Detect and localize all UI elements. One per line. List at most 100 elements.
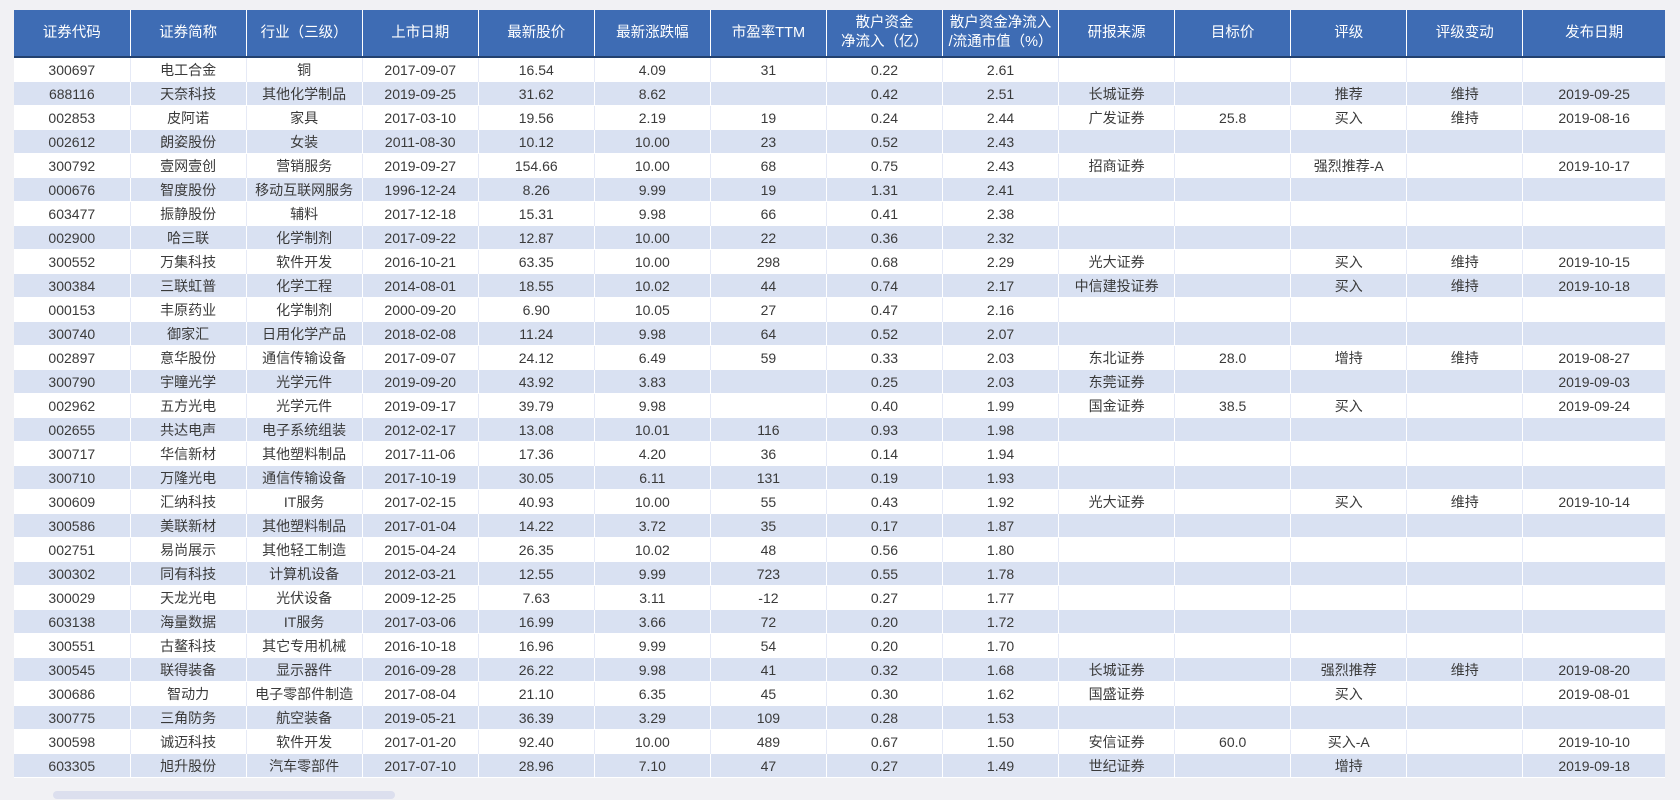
table-row[interactable]: 603305 旭升股份 汽车零部件 2017-07-10 28.96 7.10 47 0.27… <box>14 753 1665 778</box>
column-header-publish-date[interactable]: 发布日期 <box>1522 10 1665 58</box>
table-row[interactable]: 688116 天奈科技 其他化学制品 2019-09-25 31.62 8.62 0.42 2… <box>14 81 1665 106</box>
cell-report-source: 长城证券 <box>1058 657 1176 682</box>
column-header-target-price[interactable]: 目标价 <box>1174 10 1292 58</box>
table-row[interactable]: 300697 电工合金铜 2017-09-07 16.54 4.09 31 0.22 2.61 <box>14 57 1665 82</box>
table-row[interactable]: 002612 朗姿股份 女装 2011-08-30 10.12 10.00 23 0.52 2.… <box>14 129 1665 154</box>
cell-price: 154.66 <box>478 153 595 178</box>
table-row[interactable]: 300586 美联新材 其他塑料制品 2017-01-04 14.22 3.72 35 0.1… <box>14 513 1665 538</box>
cell-name: 同有科技 <box>130 561 247 586</box>
column-header-price[interactable]: 最新股价 <box>478 10 595 58</box>
cell-target-price <box>1174 513 1292 538</box>
cell-change: 10.05 <box>594 297 711 322</box>
table-row[interactable]: 002853 皮阿诺 家具 2017-03-10 19.56 2.19 19 0.24 2.44… <box>14 105 1665 130</box>
cell-rating-change <box>1406 201 1524 226</box>
cell-publish-date: 2019-10-14 <box>1522 489 1665 514</box>
cell-target-price <box>1174 57 1292 82</box>
cell-retail-inflow: 0.42 <box>826 81 944 106</box>
table-row[interactable]: 300717 华信新材 其他塑料制品 2017-11-06 17.36 4.20 36 0.1… <box>14 441 1665 466</box>
table-row[interactable]: 300551 古鳌科技 其它专用机械 2016-10-18 16.96 9.99 54 0.2… <box>14 633 1665 658</box>
cell-inflow-ratio: 2.03 <box>942 369 1060 394</box>
cell-code: 002900 <box>14 225 131 250</box>
horizontal-scrollbar-thumb[interactable] <box>53 791 395 799</box>
cell-rating-change <box>1406 705 1524 730</box>
table-row[interactable]: 000153 丰原药业 化学制剂 2000-09-20 6.90 10.05 27 0.47 2… <box>14 297 1665 322</box>
table-row[interactable]: 002897 意华股份 通信传输设备 2017-09-07 24.12 6.49 59 0.3… <box>14 345 1665 370</box>
cell-list-date: 2017-03-06 <box>362 609 479 634</box>
table-row[interactable]: 300029 天龙光电 光伏设备 2009-12-25 7.63 3.11 -12 0.27 1… <box>14 585 1665 610</box>
table-row[interactable]: 300792 壹网壹创 营销服务 2019-09-27 154.66 10.00 68 0.7… <box>14 153 1665 178</box>
column-header-name[interactable]: 证券简称 <box>130 10 247 58</box>
cell-rating <box>1290 297 1408 322</box>
table-row[interactable]: 300302 同有科技 计算机设备 2012-03-21 12.55 9.99 723 0.5… <box>14 561 1665 586</box>
cell-pe-ttm: 23 <box>710 129 827 154</box>
cell-code: 300552 <box>14 249 131 274</box>
cell-publish-date: 2019-08-16 <box>1522 105 1665 130</box>
cell-industry: 电子零部件制造 <box>246 681 363 706</box>
table-row[interactable]: 300545 联得装备 显示器件 2016-09-28 26.22 9.98 41 0.32 1… <box>14 657 1665 682</box>
cell-retail-inflow: 0.27 <box>826 753 944 778</box>
column-header-rating[interactable]: 评级 <box>1290 10 1408 58</box>
table-row[interactable]: 002900 哈三联 化学制剂 2017-09-22 12.87 10.00 22 0.36 2… <box>14 225 1665 250</box>
column-header-list-date[interactable]: 上市日期 <box>362 10 479 58</box>
table-row[interactable]: 300775 三角防务 航空装备 2019-05-21 36.39 3.29 109 0.28… <box>14 705 1665 730</box>
column-header-inflow-ratio[interactable]: 散户资金净流入 /流通市值（%） <box>942 10 1060 58</box>
cell-industry: 其他塑料制品 <box>246 513 363 538</box>
column-header-rating-change[interactable]: 评级变动 <box>1406 10 1524 58</box>
table-row[interactable]: 002751 易尚展示 其他轻工制造 2015-04-24 26.35 10.02 48 0.… <box>14 537 1665 562</box>
table-row[interactable]: 300740 御家汇 日用化学产品 2018-02-08 11.24 9.98 64 0.52… <box>14 321 1665 346</box>
cell-inflow-ratio: 2.43 <box>942 129 1060 154</box>
cell-industry: 其它专用机械 <box>246 633 363 658</box>
cell-retail-inflow: 0.32 <box>826 657 944 682</box>
table-row[interactable]: 002655 共达电声 电子系统组装 2012-02-17 13.08 10.01 116 0… <box>14 417 1665 442</box>
cell-rating <box>1290 561 1408 586</box>
cell-rating-change <box>1406 57 1524 82</box>
cell-price: 24.12 <box>478 345 595 370</box>
cell-industry: 显示器件 <box>246 657 363 682</box>
column-header-pe-ttm[interactable]: 市盈率TTM <box>710 10 827 58</box>
cell-target-price <box>1174 153 1292 178</box>
table-row[interactable]: 300598 诚迈科技 软件开发 2017-01-20 92.40 10.00 489 0.6… <box>14 729 1665 754</box>
column-header-industry[interactable]: 行业（三级） <box>246 10 363 58</box>
cell-industry: 通信传输设备 <box>246 465 363 490</box>
table-row[interactable]: 603477 振静股份 辅料 2017-12-18 15.31 9.98 66 0.41 2.3… <box>14 201 1665 226</box>
table-row[interactable]: 300686 智动力 电子零部件制造 2017-08-04 21.10 6.35 45 0.3… <box>14 681 1665 706</box>
cell-name: 汇纳科技 <box>130 489 247 514</box>
cell-pe-ttm: 116 <box>710 417 827 442</box>
cell-pe-ttm: 55 <box>710 489 827 514</box>
cell-inflow-ratio: 1.72 <box>942 609 1060 634</box>
cell-pe-ttm: -12 <box>710 585 827 610</box>
cell-retail-inflow: 0.25 <box>826 369 944 394</box>
cell-price: 14.22 <box>478 513 595 538</box>
cell-report-source <box>1058 561 1176 586</box>
cell-inflow-ratio: 1.98 <box>942 417 1060 442</box>
table-row[interactable]: 300790 宇瞳光学 光学元件 2019-09-20 43.92 3.83 0.25 2.0… <box>14 369 1665 394</box>
table-row[interactable]: 603138 海量数据 IT服务 2017-03-06 16.99 3.66 72 0.20 1… <box>14 609 1665 634</box>
cell-rating-change <box>1406 393 1524 418</box>
column-header-report-source[interactable]: 研报来源 <box>1058 10 1176 58</box>
column-header-code[interactable]: 证券代码 <box>14 10 131 58</box>
table-row[interactable]: 300384 三联虹普 化学工程 2014-08-01 18.55 10.02 44 0.74… <box>14 273 1665 298</box>
table-row[interactable]: 300609 汇纳科技 IT服务 2017-02-15 40.93 10.00 55 0.43… <box>14 489 1665 514</box>
table-row[interactable]: 002962 五方光电 光学元件 2019-09-17 39.79 9.98 0.40 1.9… <box>14 393 1665 418</box>
cell-pe-ttm: 489 <box>710 729 827 754</box>
table-row[interactable]: 300710 万隆光电 通信传输设备 2017-10-19 30.05 6.11 131 0.… <box>14 465 1665 490</box>
cell-retail-inflow: 0.68 <box>826 249 944 274</box>
cell-code: 002612 <box>14 129 131 154</box>
cell-rating <box>1290 633 1408 658</box>
cell-list-date: 2016-09-28 <box>362 657 479 682</box>
table-row[interactable]: 300552 万集科技 软件开发 2016-10-21 63.35 10.00 298 0.6… <box>14 249 1665 274</box>
cell-rating: 买入 <box>1290 249 1408 274</box>
cell-list-date: 2012-02-17 <box>362 417 479 442</box>
cell-target-price <box>1174 273 1292 298</box>
cell-pe-ttm: 44 <box>710 273 827 298</box>
cell-name: 万隆光电 <box>130 465 247 490</box>
column-header-retail-inflow[interactable]: 散户资金 净流入（亿） <box>826 10 944 58</box>
table-row[interactable]: 000676 智度股份 移动互联网服务 1996-12-24 8.26 9.99 19 1.3… <box>14 177 1665 202</box>
cell-publish-date: 2019-10-10 <box>1522 729 1665 754</box>
cell-change: 3.83 <box>594 369 711 394</box>
cell-report-source <box>1058 441 1176 466</box>
cell-list-date: 2017-02-15 <box>362 489 479 514</box>
column-header-change[interactable]: 最新涨跌幅 <box>594 10 711 58</box>
cell-report-source: 国盛证券 <box>1058 681 1176 706</box>
cell-report-source: 东莞证券 <box>1058 369 1176 394</box>
